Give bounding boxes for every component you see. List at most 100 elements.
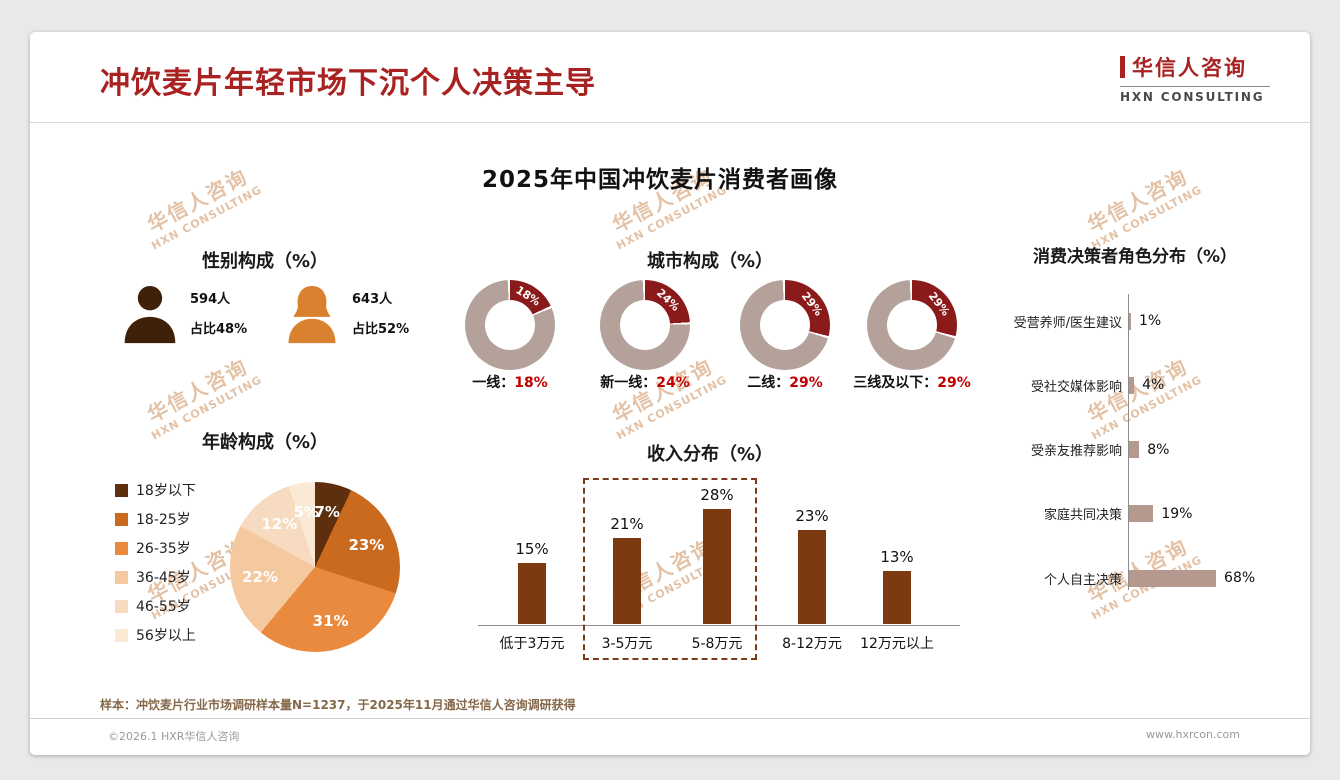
city-tier-value: 29% — [789, 375, 823, 391]
income-category-label: 12万元以上 — [860, 636, 934, 652]
decision-row: 受社交媒体影响 4% — [950, 375, 1255, 395]
income-category-label: 3-5万元 — [601, 636, 653, 652]
female-share: 占比52% — [352, 322, 410, 337]
pie — [230, 482, 400, 652]
watermark-zh: 华信人咨询 — [143, 354, 252, 428]
income-bar-value: 15% — [515, 539, 549, 558]
age-section-title: 年龄构成（%） — [201, 432, 329, 453]
decision-value: 19% — [1161, 505, 1193, 522]
footer-divider — [30, 718, 1310, 719]
income-bar-group: 13% — [880, 547, 914, 624]
legend-item: 36-45岁 — [115, 566, 196, 588]
pie-slice-label: 7% — [314, 503, 340, 522]
decision-bar — [1129, 505, 1154, 523]
legend-label: 46-55岁 — [136, 599, 191, 615]
female-count: 643人 — [352, 292, 393, 307]
city-tier-name: 新一线： — [600, 375, 657, 391]
age-pie-chart: 7% 23% 31% 22% 12% 5% — [230, 482, 400, 652]
decision-category: 受亲友推荐影响 — [1030, 444, 1122, 460]
income-axis-line — [478, 625, 960, 626]
donut-value-label: 29% — [925, 289, 953, 319]
income-bar-group: 21% — [610, 514, 644, 624]
sample-footnote: 样本：冲饮麦片行业市场调研样本量N=1237，于2025年11月通过华信人咨询调… — [100, 698, 576, 712]
decision-bar — [1129, 376, 1135, 394]
decision-value: 1% — [1139, 313, 1162, 329]
income-bar — [703, 509, 731, 624]
city-tier-label: 三线及以下：29% — [837, 372, 987, 392]
legend-label: 18岁以下 — [136, 483, 196, 499]
income-bar-chart: 15% 21% 28% 23% 13% — [470, 472, 970, 625]
legend-label: 56岁以上 — [136, 628, 196, 644]
legend-item: 56岁以上 — [115, 624, 196, 646]
legend-label: 18-25岁 — [136, 512, 191, 528]
header-divider — [30, 122, 1310, 123]
income-bar — [798, 529, 826, 624]
pie-slice-label: 5% — [293, 502, 319, 521]
decision-bar — [1129, 569, 1217, 587]
logo-top: 华信人咨询 — [1120, 52, 1270, 82]
legend-swatch — [115, 512, 128, 526]
chart-main-title: 2025年中国冲饮麦片消费者画像 — [481, 167, 838, 193]
city-tier-label: 一线：18% — [435, 372, 585, 392]
decision-hbar-chart: 受营养师/医生建议 1% 受社交媒体影响 4% 受亲友推荐影响 8% 家庭共同决策 19… — [950, 311, 1255, 588]
city-tier-value: 29% — [937, 375, 971, 391]
income-bar-value: 23% — [795, 506, 829, 525]
logo-zh-text: 华信人咨询 — [1132, 56, 1247, 80]
website-text: www.hxrcon.com — [1146, 728, 1240, 741]
city-section-title: 城市构成（%） — [646, 251, 774, 272]
logo-divider — [1120, 86, 1270, 87]
decision-row: 受亲友推荐影响 8% — [950, 440, 1255, 460]
copyright-text: ©2026.1 HXR华信人咨询 — [108, 730, 240, 743]
legend-item: 26-35岁 — [115, 537, 196, 559]
income-bar-value: 28% — [700, 486, 734, 505]
watermark-zh: 华信人咨询 — [1083, 164, 1192, 238]
income-bar-value: 21% — [610, 514, 644, 533]
income-bar-group: 28% — [700, 486, 734, 624]
income-bar — [613, 537, 641, 624]
pie-slice-label: 23% — [348, 535, 385, 554]
city-tier-value: 24% — [656, 375, 690, 391]
legend-item: 46-55岁 — [115, 595, 196, 617]
income-bar-group: 23% — [795, 506, 829, 624]
donut-chart-tier2: 29% — [740, 280, 830, 370]
legend-swatch — [115, 599, 128, 613]
pie-slice-label: 31% — [312, 611, 349, 630]
city-tier-name: 三线及以下： — [853, 375, 938, 391]
watermark-en: HXN CONSULTING — [149, 183, 265, 253]
decision-row: 家庭共同决策 19% — [950, 504, 1255, 524]
legend-swatch — [115, 541, 128, 555]
slide-card: 华信人咨询 HXN CONSULTING 华信人咨询 HXN CONSULTING … — [30, 32, 1310, 755]
income-category-label: 5-8万元 — [691, 636, 743, 652]
city-tier-label: 二线：29% — [710, 372, 860, 392]
legend-swatch — [115, 483, 128, 497]
male-count: 594人 — [190, 292, 231, 307]
decision-row: 受营养师/医生建议 1% — [950, 311, 1255, 331]
city-tier-name: 一线： — [472, 375, 515, 391]
city-tier-name: 二线： — [747, 375, 790, 391]
donut-value-label: 29% — [798, 289, 826, 319]
legend-label: 36-45岁 — [136, 570, 191, 586]
legend-item: 18-25岁 — [115, 508, 196, 530]
decision-value: 68% — [1224, 570, 1256, 587]
logo-en-text: HXN CONSULTING — [1120, 90, 1265, 104]
income-bar-value: 13% — [880, 547, 914, 566]
pie-slice-label: 12% — [261, 514, 298, 533]
legend-label: 26-35岁 — [136, 541, 191, 557]
legend-item: 18岁以下 — [115, 479, 196, 501]
decision-category: 受营养师/医生建议 — [1013, 315, 1122, 331]
logo-bar-icon — [1120, 56, 1125, 78]
age-legend: 18岁以下 18-25岁 26-35岁 36-45岁 46-55岁 56岁以上 — [115, 479, 196, 646]
donut-chart-tier3: 29% — [867, 280, 957, 370]
legend-swatch — [115, 570, 128, 584]
donut-chart-new-tier1: 24% — [600, 280, 690, 370]
income-category-label: 8-12万元 — [782, 636, 842, 652]
decision-section-title: 消费决策者角色分布（%） — [1032, 247, 1238, 267]
male-share: 占比48% — [190, 322, 248, 337]
male-icon — [120, 282, 180, 348]
gender-section-title: 性别构成（%） — [201, 251, 329, 272]
page-title: 冲饮麦片年轻市场下沉个人决策主导 — [100, 66, 596, 101]
city-tier-label: 新一线：24% — [570, 372, 720, 392]
decision-category: 家庭共同决策 — [1043, 508, 1122, 524]
decision-bar — [1129, 441, 1140, 459]
